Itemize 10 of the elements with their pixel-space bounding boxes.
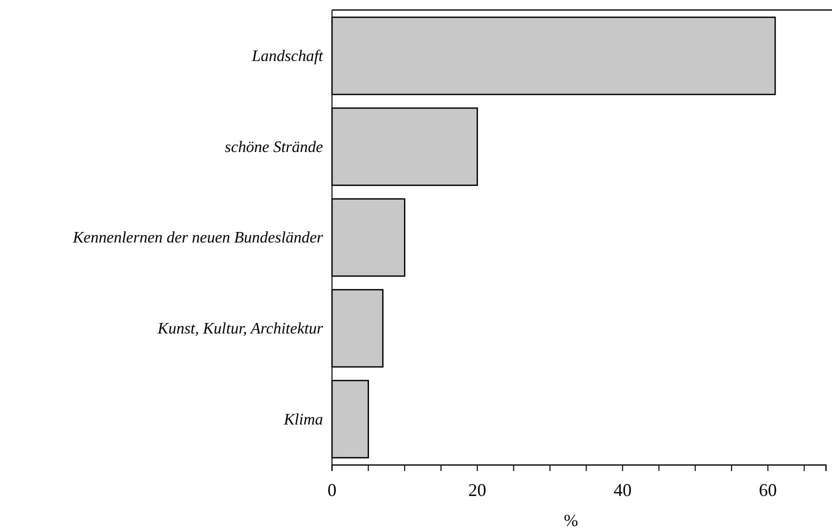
x-tick-label: 60 bbox=[758, 480, 777, 500]
y-tick-label: Klima bbox=[282, 411, 323, 428]
x-tick-label: 0 bbox=[328, 480, 336, 500]
x-axis-title: % bbox=[564, 511, 578, 530]
x-tick-label: 40 bbox=[614, 480, 632, 500]
y-tick-label: Landschaft bbox=[250, 48, 324, 65]
x-tick-label: 20 bbox=[468, 480, 486, 500]
y-tick-label: Kennenlernen der neuen Bundesländer bbox=[72, 230, 324, 247]
y-tick-label: Kunst, Kultur, Architektur bbox=[156, 320, 324, 338]
y-tick-label: schöne Strände bbox=[224, 138, 323, 156]
